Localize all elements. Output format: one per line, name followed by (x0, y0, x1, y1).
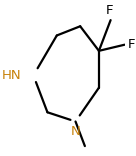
Text: HN: HN (2, 69, 22, 82)
Text: N: N (71, 125, 80, 138)
Text: F: F (106, 4, 113, 17)
Text: F: F (128, 38, 136, 51)
